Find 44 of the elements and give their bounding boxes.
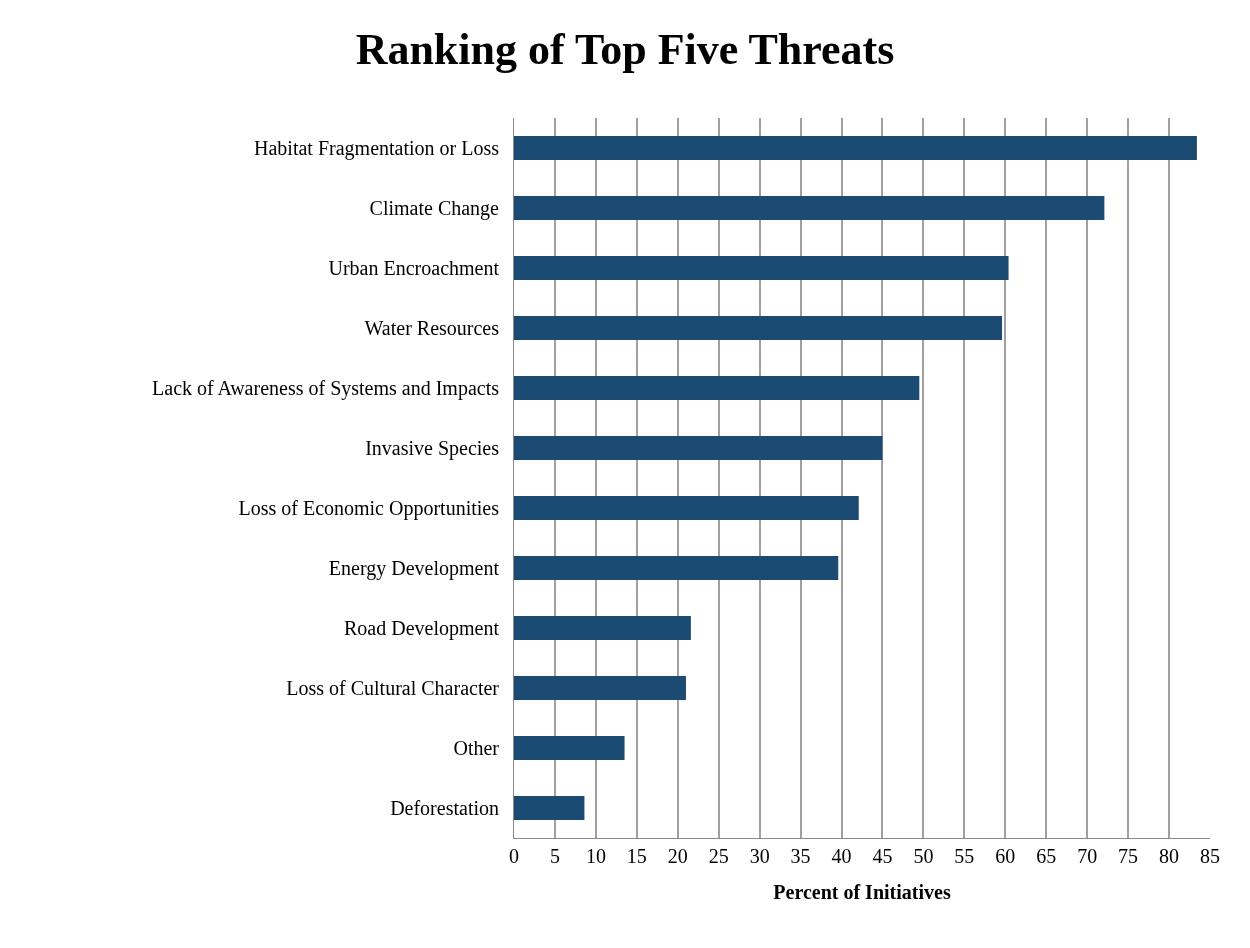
x-tick-label: 70: [1077, 845, 1098, 867]
y-tick-label: Water Resources: [364, 317, 500, 339]
bar: [514, 256, 1009, 280]
bar: [514, 736, 625, 760]
y-tick-label: Deforestation: [390, 797, 499, 819]
y-tick-label: Invasive Species: [365, 437, 500, 460]
bar: [514, 556, 839, 580]
x-tick-label: 45: [872, 845, 893, 867]
y-tick-label: Climate Change: [369, 197, 500, 220]
y-tick-label: Loss of Economic Opportunities: [238, 497, 500, 520]
x-tick-label: 75: [1118, 845, 1139, 867]
bar: [514, 496, 859, 520]
bar: [514, 616, 691, 640]
x-tick-label: 0: [509, 845, 519, 867]
x-tick-label: 10: [585, 845, 606, 867]
y-tick-label: Energy Development: [328, 557, 500, 580]
x-tick-label: 20: [667, 845, 688, 867]
bar: [514, 376, 920, 400]
x-tick-label: 65: [1036, 845, 1057, 867]
y-tick-label: Other: [453, 737, 500, 759]
bar: [514, 316, 1003, 340]
x-tick-label: 25: [708, 845, 729, 867]
x-tick-label: 30: [749, 845, 770, 867]
y-tick-label: Loss of Cultural Character: [286, 677, 500, 699]
y-tick-label: Lack of Awareness of Systems and Impacts: [152, 377, 500, 400]
y-tick-label: Habitat Fragmentation or Loss: [254, 137, 500, 160]
x-tick-label: 85: [1200, 845, 1220, 867]
x-tick-label: 60: [995, 845, 1016, 867]
bar: [514, 676, 686, 700]
y-tick-label: Urban Encroachment: [328, 257, 500, 279]
bar: [514, 796, 585, 820]
x-tick-label: 35: [790, 845, 811, 867]
bar: [514, 436, 883, 460]
x-tick-label: 50: [913, 845, 934, 867]
y-tick-label: Road Development: [344, 617, 500, 640]
bar: [514, 136, 1197, 160]
x-tick-label: 55: [954, 845, 975, 867]
bar: [514, 196, 1105, 220]
x-axis-title: Percent of Initiatives: [773, 880, 951, 903]
x-tick-label: 80: [1159, 845, 1180, 867]
x-tick-label: 40: [831, 845, 852, 867]
x-tick-label: 5: [549, 845, 560, 867]
x-tick-label: 15: [626, 845, 647, 867]
chart-title: Ranking of Top Five Threats: [355, 24, 895, 74]
